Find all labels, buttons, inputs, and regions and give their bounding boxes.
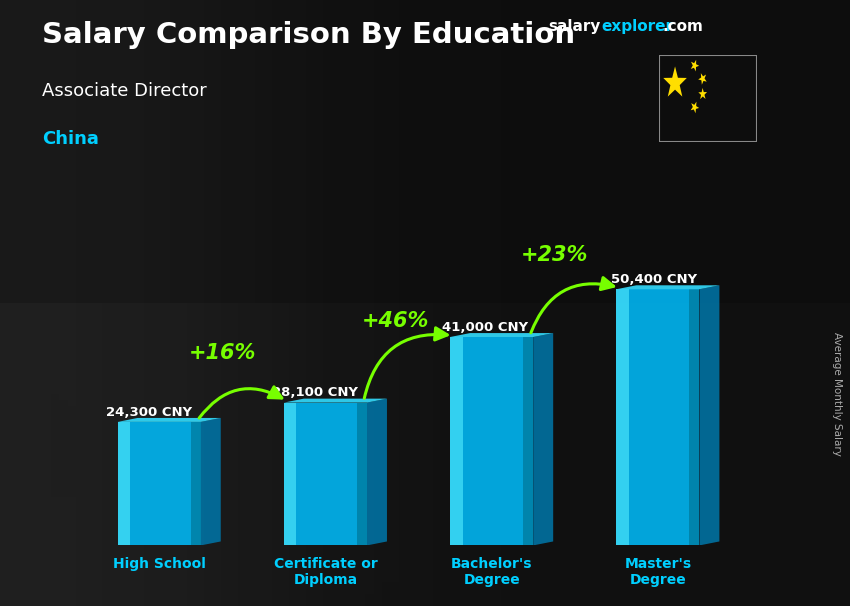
Polygon shape — [450, 337, 462, 545]
Text: 41,000 CNY: 41,000 CNY — [442, 321, 528, 334]
Polygon shape — [691, 60, 700, 72]
Polygon shape — [450, 337, 533, 545]
Text: +46%: +46% — [361, 311, 429, 331]
Text: 28,100 CNY: 28,100 CNY — [272, 387, 358, 399]
Polygon shape — [689, 289, 700, 545]
Polygon shape — [284, 402, 297, 545]
Polygon shape — [367, 399, 387, 545]
Polygon shape — [190, 422, 201, 545]
Text: 24,300 CNY: 24,300 CNY — [106, 406, 192, 419]
Text: .com: .com — [663, 19, 704, 35]
Text: Average Monthly Salary: Average Monthly Salary — [832, 332, 842, 456]
Polygon shape — [698, 73, 706, 85]
Text: 50,400 CNY: 50,400 CNY — [611, 273, 698, 286]
Polygon shape — [616, 285, 719, 289]
Text: salary: salary — [548, 19, 601, 35]
Text: +16%: +16% — [189, 342, 256, 362]
Polygon shape — [533, 333, 553, 545]
Polygon shape — [201, 418, 221, 545]
Polygon shape — [117, 422, 201, 545]
Polygon shape — [284, 402, 367, 545]
Polygon shape — [663, 67, 687, 96]
Polygon shape — [616, 289, 629, 545]
Text: Salary Comparison By Education: Salary Comparison By Education — [42, 21, 575, 49]
Text: +23%: +23% — [521, 245, 588, 265]
Polygon shape — [700, 285, 719, 545]
Text: explorer: explorer — [602, 19, 674, 35]
Polygon shape — [284, 399, 387, 402]
Polygon shape — [699, 88, 707, 99]
Text: China: China — [42, 130, 99, 148]
Polygon shape — [117, 418, 221, 422]
Polygon shape — [524, 337, 533, 545]
Text: Associate Director: Associate Director — [42, 82, 207, 100]
Polygon shape — [690, 102, 699, 113]
Polygon shape — [117, 422, 130, 545]
Polygon shape — [450, 333, 553, 337]
Polygon shape — [616, 289, 700, 545]
Polygon shape — [357, 402, 367, 545]
